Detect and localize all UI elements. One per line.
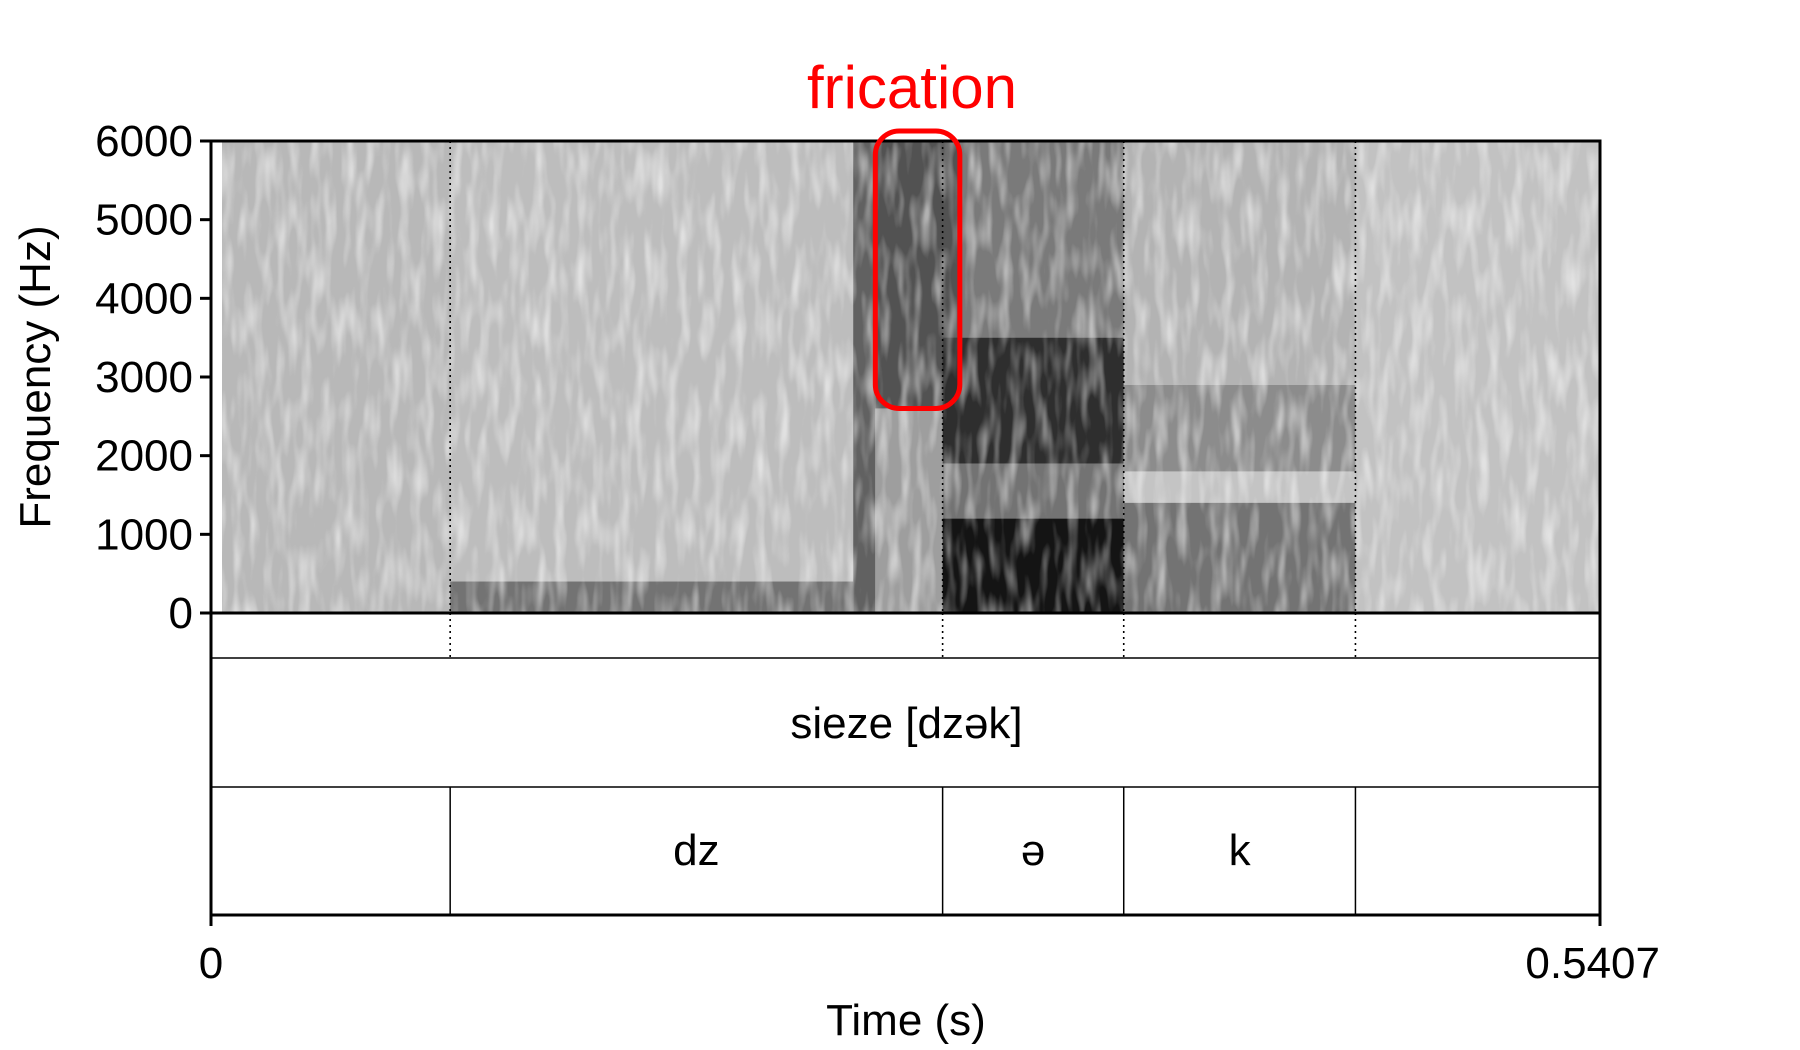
x-tick-label: 0.5407	[1525, 939, 1660, 988]
phone-label: ə	[1021, 826, 1045, 875]
x-axis-label: Time (s)	[826, 996, 986, 1045]
y-tick-label: 3000	[95, 353, 193, 402]
phone-tier: dz ə k	[449, 787, 1357, 915]
y-axis: Frequency (Hz) 0 1000 2000 3000 4000 5000 6000	[11, 117, 211, 638]
noise-texture	[222, 141, 1600, 613]
boundary-lines-top	[449, 613, 1357, 658]
y-tick-label: 5000	[95, 196, 193, 245]
text-grid-frame	[209, 611, 1602, 917]
phone-label: k	[1229, 826, 1252, 875]
x-axis: Time (s) 0 0.5407	[199, 915, 1660, 1045]
text-grid: sieze [dzək] dz ə k	[209, 611, 1602, 917]
y-axis-label: Frequency (Hz)	[11, 225, 60, 528]
y-tick-label: 0	[169, 589, 193, 638]
y-tick-label: 4000	[95, 274, 193, 323]
x-tick-label: 0	[199, 939, 223, 988]
phone-label: dz	[673, 826, 719, 875]
frication-highlight-box	[872, 128, 963, 411]
word-label: sieze [dzək]	[790, 699, 1022, 748]
y-tick-label: 6000	[95, 117, 193, 166]
word-tier: sieze [dzək]	[790, 699, 1022, 748]
boundary-lines	[449, 141, 1357, 613]
y-tick-label: 1000	[95, 510, 193, 559]
y-tick-label: 2000	[95, 432, 193, 481]
spectrogram-plot	[209, 128, 1602, 615]
annotation-label: frication	[807, 54, 1017, 121]
